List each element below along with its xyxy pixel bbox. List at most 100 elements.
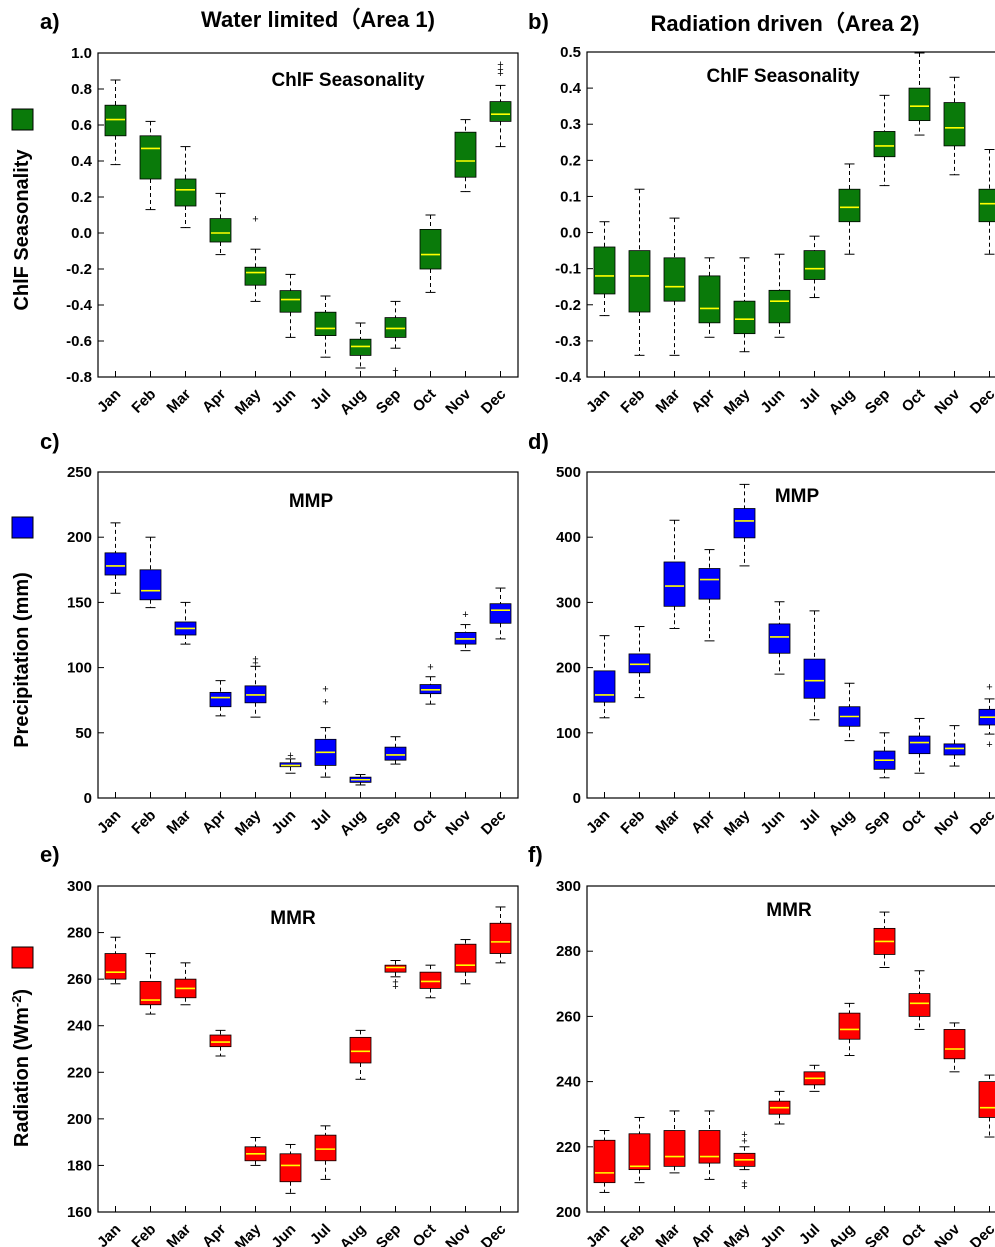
box-iqr bbox=[139, 981, 162, 1006]
box-sep bbox=[873, 732, 896, 779]
xtick-label: Sep bbox=[373, 1221, 404, 1247]
xtick-label: Dec bbox=[478, 386, 509, 417]
box-iqr bbox=[873, 131, 896, 158]
xtick-label: Dec bbox=[967, 1221, 995, 1247]
panel-letter-d: d) bbox=[528, 429, 549, 454]
panel-letter-b: b) bbox=[528, 9, 549, 34]
box-iqr bbox=[314, 1134, 337, 1162]
ytick-label: 160 bbox=[67, 1204, 92, 1221]
ytick-label: 200 bbox=[556, 1204, 581, 1221]
box-dec: ++ bbox=[978, 682, 995, 751]
xtick-label: Jun bbox=[757, 1221, 788, 1247]
box-sep: + bbox=[384, 300, 407, 377]
xtick-label: May bbox=[721, 806, 754, 839]
box-aug bbox=[349, 774, 372, 786]
xtick-label: Mar bbox=[652, 386, 683, 417]
ytick-label: 300 bbox=[556, 594, 581, 611]
xtick-label: Feb bbox=[128, 1221, 159, 1247]
box-iqr bbox=[139, 135, 162, 180]
xtick-label: Oct bbox=[899, 1221, 929, 1247]
ytick-label: 0.0 bbox=[560, 225, 581, 242]
xtick-label: May bbox=[232, 385, 265, 418]
box-jul bbox=[803, 610, 826, 721]
xtick-label: Jul bbox=[796, 386, 823, 413]
panel-letter-a: a) bbox=[40, 9, 60, 34]
outlier-marker: + bbox=[986, 682, 992, 694]
ytick-label: -0.6 bbox=[66, 333, 92, 350]
box-feb bbox=[628, 1116, 651, 1184]
box-nov bbox=[454, 119, 477, 193]
box-jul bbox=[314, 295, 337, 358]
xtick-label: Sep bbox=[862, 1221, 893, 1247]
panel-f-frame bbox=[586, 885, 995, 1213]
box-aug bbox=[349, 1029, 372, 1080]
ytick-label: 200 bbox=[67, 529, 92, 546]
ytick-label: 300 bbox=[556, 878, 581, 895]
box-jun bbox=[768, 253, 791, 338]
outlier-marker: + bbox=[252, 653, 258, 665]
box-jul: ++ bbox=[314, 683, 337, 778]
box-iqr bbox=[384, 964, 407, 973]
ytick-label: 200 bbox=[556, 660, 581, 677]
box-iqr bbox=[943, 102, 966, 147]
box-iqr bbox=[349, 338, 372, 356]
outlier-marker: + bbox=[497, 64, 503, 76]
xtick-label: Feb bbox=[128, 386, 159, 417]
panel-letter-f: f) bbox=[528, 842, 543, 867]
box-nov bbox=[943, 76, 966, 176]
box-iqr bbox=[454, 131, 477, 178]
outlier-marker: + bbox=[287, 750, 293, 762]
xtick-label: Oct bbox=[410, 807, 440, 837]
outlier-marker: + bbox=[252, 657, 258, 669]
box-mar bbox=[663, 217, 686, 356]
xtick-label: Jan bbox=[94, 1221, 124, 1247]
outlier-marker: + bbox=[252, 214, 258, 226]
panel-e-title: MMR bbox=[270, 908, 316, 929]
panel-f: MMR 200 220 240 260 280 300 Jan Feb Mar Apr May Jun… bbox=[556, 878, 995, 1247]
box-sep bbox=[873, 911, 896, 968]
box-mar bbox=[174, 962, 197, 1006]
xtick-label: Aug bbox=[337, 1221, 370, 1247]
box-mar bbox=[174, 601, 197, 645]
box-iqr bbox=[698, 568, 721, 600]
box-iqr bbox=[209, 218, 232, 243]
ytick-label: -0.2 bbox=[66, 261, 92, 278]
ytick-label: 180 bbox=[67, 1157, 92, 1174]
xtick-label: May bbox=[721, 1220, 754, 1247]
box-apr bbox=[698, 1110, 721, 1180]
xtick-label: Apr bbox=[688, 807, 718, 837]
xtick-label: Jun bbox=[757, 386, 788, 417]
xtick-label: Oct bbox=[899, 386, 929, 416]
xtick-label: Nov bbox=[442, 806, 475, 839]
ytick-label: 0 bbox=[84, 790, 92, 807]
xtick-label: Nov bbox=[442, 1220, 475, 1247]
box-iqr bbox=[384, 746, 407, 761]
box-iqr bbox=[593, 670, 616, 703]
panel-e: MMR 160 180 200 220 240 260 280 300 Jan Feb Mar Apr… bbox=[67, 878, 519, 1247]
column-title-area2: Radiation driven（Area 2) bbox=[651, 11, 920, 36]
box-iqr bbox=[209, 691, 232, 708]
box-dec bbox=[489, 906, 512, 964]
box-feb bbox=[628, 188, 651, 356]
outlier-marker: + bbox=[427, 661, 433, 673]
xtick-label: Jul bbox=[307, 386, 334, 413]
ytick-label: 0.2 bbox=[71, 189, 92, 206]
box-iqr bbox=[663, 561, 686, 607]
box-sep bbox=[384, 736, 407, 765]
panel-letter-c: c) bbox=[40, 429, 60, 454]
ytick-label: -0.2 bbox=[555, 297, 581, 314]
ytick-label: 400 bbox=[556, 529, 581, 546]
box-iqr bbox=[628, 1133, 651, 1171]
box-dec: +++ bbox=[489, 59, 512, 148]
xtick-label: Aug bbox=[337, 386, 370, 419]
ytick-label: 100 bbox=[556, 725, 581, 742]
panel-a: ChlF Seasonality -0.8 -0.6 -0.4 -0.2 0.0 0.2 0… bbox=[66, 45, 519, 419]
box-iqr bbox=[908, 735, 931, 755]
xtick-label: Jan bbox=[583, 386, 613, 416]
box-jun bbox=[279, 273, 302, 338]
box-iqr bbox=[104, 104, 127, 137]
xtick-label: Jun bbox=[757, 807, 788, 838]
ytick-label: -0.3 bbox=[555, 333, 581, 350]
box-iqr bbox=[628, 653, 651, 674]
xtick-label: Nov bbox=[931, 1220, 964, 1247]
